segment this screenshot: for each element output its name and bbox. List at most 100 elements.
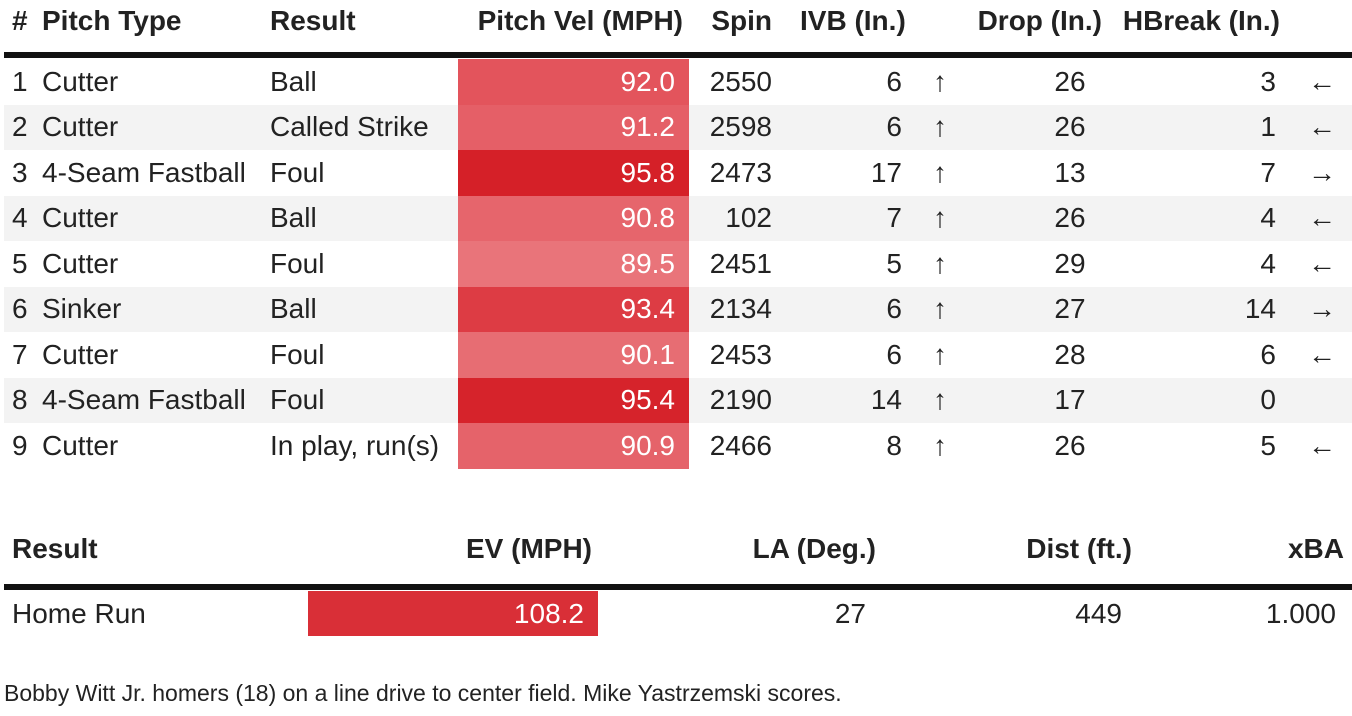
ivb-arrow-icon: ↑ (933, 293, 947, 325)
batted-ball-table: Result EV (MPH) LA (Deg.) Dist (ft.) xBA… (0, 528, 1352, 636)
pitch-spin: 2134 (709, 293, 772, 325)
pitch-velocity: 93.4 (620, 293, 676, 325)
pitch-hbreak: 4 (1260, 202, 1276, 234)
velocity-heat-cell (458, 241, 689, 287)
pitch-type: Cutter (42, 338, 119, 370)
pitch-num: 3 (12, 156, 28, 188)
pitch-drop: 26 (1054, 65, 1086, 97)
bb-header-la: LA (Deg.) (752, 533, 876, 564)
ivb-arrow-icon: ↑ (933, 247, 947, 279)
pitch-hbreak: 3 (1260, 65, 1276, 97)
table-row: 1 Cutter Ball 92.0 2550 6 ↑ 26 3 ← (4, 59, 1352, 105)
pitch-type: 4-Seam Fastball (42, 384, 246, 416)
ev-heat-cell (308, 591, 598, 636)
table-row: 3 4-Seam Fastball Foul 95.8 2473 17 ↑ 13 7 → (4, 150, 1352, 196)
pitch-hbreak: 1 (1260, 111, 1276, 143)
pitch-spin: 2451 (709, 247, 772, 279)
header-ivb: IVB (In.) (800, 5, 906, 36)
ivb-arrow-icon: ↑ (933, 111, 947, 143)
pitch-ivb: 17 (870, 156, 902, 188)
pitch-num: 4 (12, 202, 28, 234)
table-row: 7 Cutter Foul 90.1 2453 6 ↑ 28 6 ← (4, 332, 1352, 378)
pitch-result: Foul (270, 247, 325, 279)
pitch-ivb: 6 (886, 338, 902, 370)
hbreak-arrow-icon: → (1308, 156, 1336, 188)
bb-ev: 108.2 (513, 597, 584, 629)
pitch-velocity: 95.4 (620, 384, 676, 416)
pitch-ivb: 14 (870, 384, 902, 416)
pitch-hbreak: 14 (1244, 293, 1276, 325)
ivb-arrow-icon: ↑ (933, 384, 947, 416)
pitch-drop: 26 (1054, 429, 1086, 461)
hbreak-arrow-icon: ← (1308, 247, 1336, 279)
header-pitch-type: Pitch Type (42, 5, 182, 36)
pitch-ivb: 6 (886, 293, 902, 325)
pitch-table-header: # Pitch Type Result Pitch Vel (MPH) Spin… (0, 0, 1352, 42)
ivb-arrow-icon: ↑ (933, 429, 947, 461)
pitch-result: Foul (270, 156, 325, 188)
pitch-hbreak: 6 (1260, 338, 1276, 370)
header-drop: Drop (In.) (977, 5, 1102, 36)
ivb-arrow-icon: ↑ (933, 156, 947, 188)
header-hbreak: HBreak (In.) (1122, 5, 1280, 36)
pitch-drop: 29 (1054, 247, 1086, 279)
ivb-arrow-icon: ↑ (933, 338, 947, 370)
pitch-type: Cutter (42, 429, 119, 461)
velocity-heat-cell (458, 377, 689, 423)
pitch-type: Cutter (42, 202, 119, 234)
table-row: 6 Sinker Ball 93.4 2134 6 ↑ 27 14 → (4, 286, 1352, 332)
table-row: 2 Cutter Called Strike 91.2 2598 6 ↑ 26 1 ← (4, 104, 1352, 150)
pitch-result: Ball (270, 293, 317, 325)
pitch-num: 2 (12, 111, 28, 143)
pitch-num: 1 (12, 65, 28, 97)
pitch-velocity: 89.5 (620, 247, 676, 279)
velocity-heat-cell (458, 104, 689, 150)
hbreak-arrow-icon: ← (1308, 65, 1336, 97)
pitch-velocity: 90.9 (620, 429, 676, 461)
bb-header-dist: Dist (ft.) (1026, 533, 1132, 564)
pitch-ivb: 5 (886, 247, 902, 279)
pitch-result: Called Strike (270, 111, 429, 143)
pitch-hbreak: 5 (1260, 429, 1276, 461)
pitch-result: Ball (270, 202, 317, 234)
table-row: 4 Cutter Ball 90.8 102 7 ↑ 26 4 ← (4, 195, 1352, 241)
pitch-drop: 13 (1054, 156, 1086, 188)
pitch-type: Cutter (42, 247, 119, 279)
pitch-spin: 102 (725, 202, 772, 234)
pitch-drop: 17 (1054, 384, 1086, 416)
ivb-arrow-icon: ↑ (933, 202, 947, 234)
hbreak-arrow-icon (1304, 378, 1340, 424)
pitch-num: 7 (12, 338, 28, 370)
velocity-heat-cell (458, 423, 689, 469)
pitch-num: 8 (12, 384, 28, 416)
hbreak-arrow-icon: ← (1308, 202, 1336, 234)
velocity-heat-cell (458, 195, 689, 241)
bb-header-ev: EV (MPH) (466, 533, 592, 564)
pitch-spin: 2473 (709, 156, 772, 188)
velocity-heat-cell (458, 332, 689, 378)
bb-xba: 1.000 (1265, 597, 1336, 629)
table-row: 8 4-Seam Fastball Foul 95.4 2190 14 ↑ 17 0 (4, 377, 1352, 424)
header-divider (4, 52, 1352, 58)
header-result: Result (270, 5, 356, 36)
pitch-drop: 27 (1054, 293, 1086, 325)
pitch-velocity: 90.8 (620, 202, 676, 234)
batted-ball-header: Result EV (MPH) LA (Deg.) Dist (ft.) xBA (0, 528, 1352, 570)
batted-ball-row: Home Run 108.2 27 449 1.000 (0, 591, 1352, 636)
bb-header-xba: xBA (1287, 533, 1344, 564)
velocity-heat-cell (458, 59, 689, 105)
table-row: 9 Cutter In play, run(s) 90.9 2466 8 ↑ 26 5 ← (4, 423, 1352, 469)
ivb-arrow-icon: ↑ (933, 65, 947, 97)
pitch-spin: 2453 (709, 338, 772, 370)
play-description: Bobby Witt Jr. homers (18) on a line dri… (4, 680, 842, 706)
pitch-velocity: 91.2 (620, 111, 676, 143)
hbreak-arrow-icon: → (1308, 293, 1336, 325)
pitch-rows: 1 Cutter Ball 92.0 2550 6 ↑ 26 3 ← 2 Cutter Called S… (4, 59, 1352, 469)
pitch-type: Cutter (42, 111, 119, 143)
pitch-hbreak: 0 (1260, 384, 1276, 416)
pitch-spin: 2550 (709, 65, 772, 97)
table-row: 5 Cutter Foul 89.5 2451 5 ↑ 29 4 ← (4, 241, 1352, 287)
pitch-spin: 2466 (709, 429, 772, 461)
pitch-type: Sinker (42, 293, 122, 325)
hbreak-arrow-icon: ← (1308, 338, 1336, 370)
